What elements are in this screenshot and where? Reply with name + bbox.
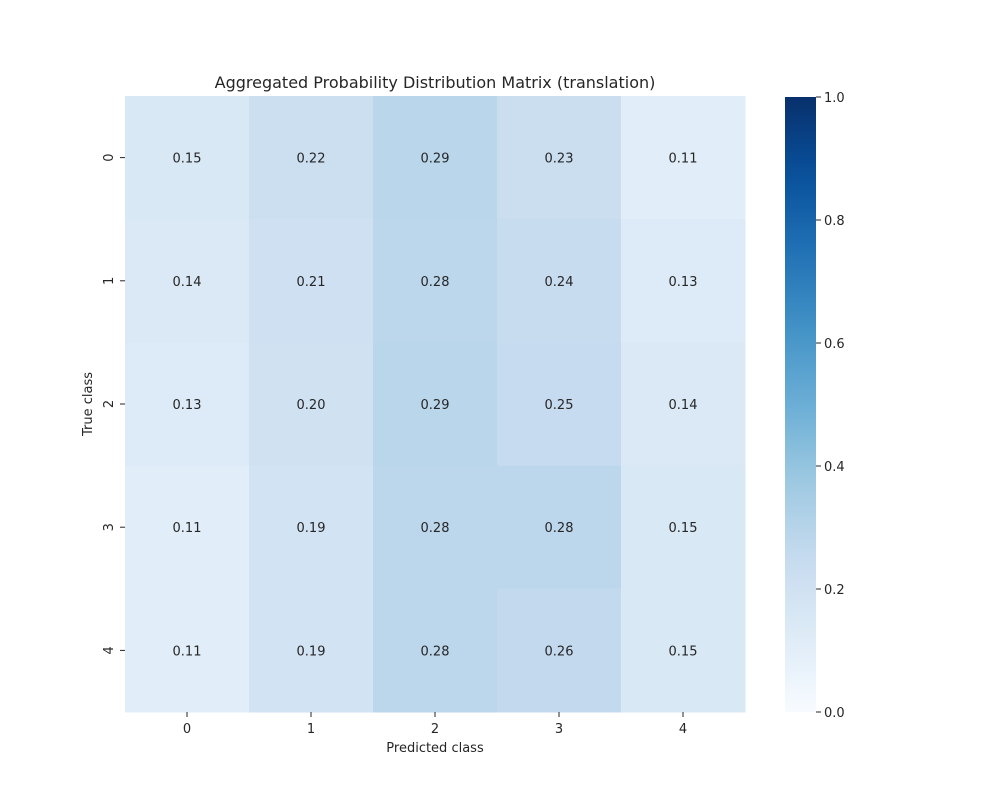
cell-value-label: 0.28 [545,521,574,536]
heatmap-cell [373,342,498,467]
colorbar-tick-label: 0.4 [824,460,845,475]
cell-value-label: 0.11 [173,644,202,659]
cell-value-label: 0.19 [297,644,326,659]
heatmap-cell [621,342,746,467]
cell-value-label: 0.19 [297,521,326,536]
cell-value-label: 0.11 [173,521,202,536]
x-axis-ticks: 0 1 2 3 4 [183,712,687,737]
x-tick-label: 4 [679,722,687,737]
heatmap-cell [621,96,746,220]
heatmap-cell [125,465,250,590]
colorbar-tick-label: 0.0 [824,706,845,721]
heatmap-cell [125,219,250,343]
cell-value-label: 0.14 [173,275,202,290]
x-tick-label: 1 [307,722,315,737]
heatmap-cell-labels: 0.15 0.22 0.29 0.23 0.11 0.14 0.21 0.28 0.24 0.13… [173,152,698,660]
cell-value-label: 0.15 [669,644,698,659]
heatmap-cell [497,96,622,220]
cell-value-label: 0.26 [545,644,574,659]
cell-value-label: 0.24 [545,275,574,290]
y-axis-label: True class [81,372,96,437]
heatmap-cell [249,219,374,343]
y-tick-label: 2 [102,400,117,408]
heatmap-cell [621,588,746,713]
y-tick-label: 3 [102,523,117,531]
x-tick-label: 3 [555,722,563,737]
cell-value-label: 0.15 [173,152,202,167]
heatmap-cell [373,465,498,590]
chart-title: Aggregated Probability Distribution Matr… [215,73,656,92]
y-tick-label: 1 [102,277,117,285]
cell-value-label: 0.29 [421,152,450,167]
x-tick-label: 2 [431,722,439,737]
x-axis-label: Predicted class [386,741,484,756]
heatmap-cell [249,588,374,713]
heatmap-cell [373,588,498,713]
heatmap-cell [125,96,250,220]
heatmap-cell [125,588,250,713]
heatmap-cell [497,465,622,590]
heatmap-cell [125,342,250,467]
heatmap-cell [373,96,498,220]
colorbar [785,97,816,712]
cell-value-label: 0.11 [669,152,698,167]
y-tick-label: 0 [102,153,117,161]
y-tick-label: 4 [102,646,117,654]
cell-value-label: 0.15 [669,521,698,536]
colorbar-tick-label: 1.0 [824,91,845,106]
cell-value-label: 0.14 [669,398,698,413]
cell-value-label: 0.13 [669,275,698,290]
cell-value-label: 0.21 [297,275,326,290]
cell-value-label: 0.13 [173,398,202,413]
heatmap-cells [125,96,746,713]
cell-value-label: 0.23 [545,152,574,167]
cell-value-label: 0.20 [297,398,326,413]
heatmap-cell [497,588,622,713]
cell-value-label: 0.25 [545,398,574,413]
heatmap-cell [621,219,746,343]
x-tick-label: 0 [183,722,191,737]
heatmap-cell [249,465,374,590]
heatmap-cell [249,342,374,467]
colorbar-ticks: 0.0 0.2 0.4 0.6 0.8 1.0 [816,91,845,721]
cell-value-label: 0.29 [421,398,450,413]
heatmap-cell [621,465,746,590]
heatmap-cell [497,342,622,467]
cell-value-label: 0.22 [297,152,326,167]
colorbar-tick-label: 0.8 [824,214,845,229]
colorbar-tick-label: 0.2 [824,583,845,598]
cell-value-label: 0.28 [421,521,450,536]
heatmap-cell [249,96,374,220]
cell-value-label: 0.28 [421,644,450,659]
y-axis-ticks: 0 1 2 3 4 [102,153,125,655]
heatmap-cell [373,219,498,343]
cell-value-label: 0.28 [421,275,450,290]
heatmap-cell [497,219,622,343]
colorbar-tick-label: 0.6 [824,337,845,352]
